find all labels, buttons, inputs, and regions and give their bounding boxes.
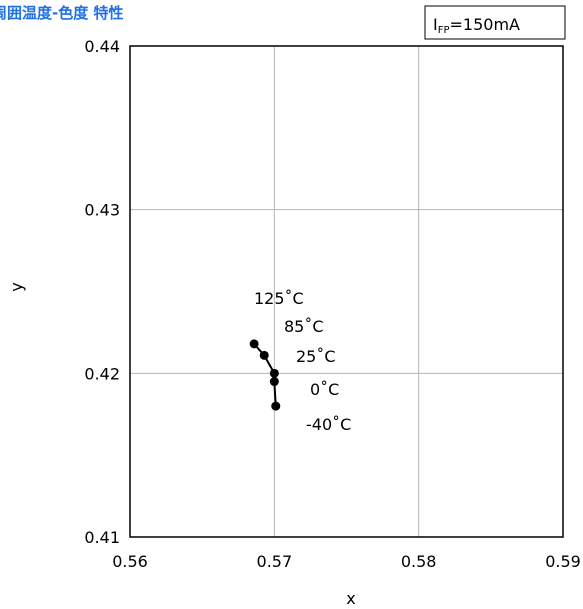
data-point — [269, 377, 279, 387]
annotations: 125˚C 85˚C 25˚C 0˚C -40˚C — [254, 289, 351, 434]
y-tick-label: 0.42 — [84, 364, 120, 383]
data-point — [271, 401, 281, 411]
point-label: 25˚C — [296, 347, 336, 366]
chart-title: 周囲温度-色度 特性 — [0, 4, 123, 22]
data-point — [269, 368, 279, 378]
y-tick-label: 0.44 — [84, 37, 120, 56]
y-axis-label: y — [7, 282, 26, 291]
condition-subscript: FP — [438, 25, 450, 36]
data-point — [249, 339, 259, 349]
x-axis-label: x — [346, 589, 355, 608]
y-tick-label: 0.41 — [84, 528, 120, 547]
x-tick-label: 0.59 — [545, 552, 581, 571]
plot-frame — [129, 45, 564, 538]
y-tick-label: 0.43 — [84, 201, 120, 220]
x-tick-label: 0.58 — [401, 552, 437, 571]
condition-symbol: I — [433, 15, 438, 34]
condition-box: IFP=150mA — [424, 5, 566, 40]
point-label: 85˚C — [284, 317, 324, 336]
point-label: 125˚C — [254, 289, 304, 308]
data-point — [259, 350, 269, 360]
series — [249, 339, 281, 411]
grid — [130, 46, 563, 537]
tick-labels: 0.56 0.57 0.58 0.59 0.41 0.42 0.43 0.44 — [84, 37, 580, 571]
condition-label: IFP=150mA — [433, 15, 520, 36]
condition-value: =150mA — [450, 15, 521, 34]
x-tick-label: 0.56 — [112, 552, 148, 571]
x-tick-label: 0.57 — [257, 552, 293, 571]
point-label: -40˚C — [306, 415, 351, 434]
point-label: 0˚C — [310, 380, 339, 399]
